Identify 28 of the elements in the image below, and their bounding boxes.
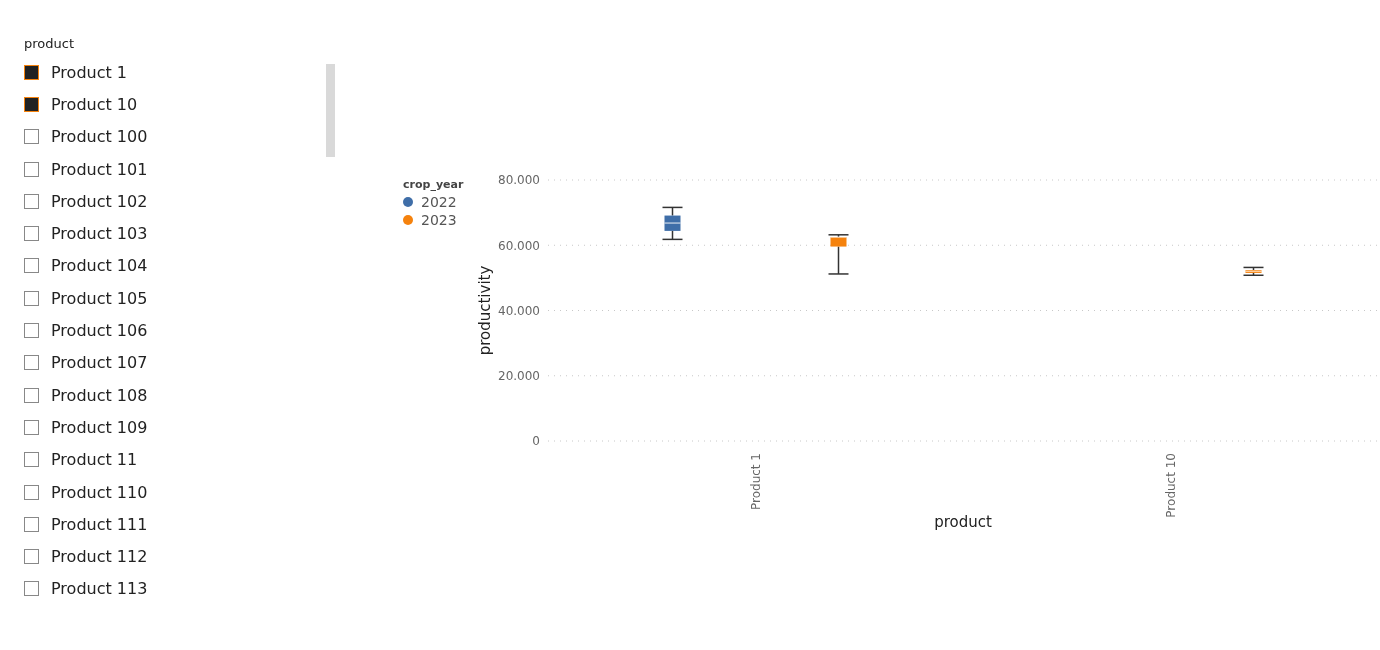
text: Product 108 bbox=[51, 385, 148, 405]
x-axis-title: product bbox=[934, 513, 992, 531]
text: Product 109 bbox=[51, 417, 148, 437]
legend-title: crop_year bbox=[403, 178, 464, 191]
text: Product 113 bbox=[51, 579, 148, 599]
text: Product 107 bbox=[51, 353, 148, 373]
text: Product 100 bbox=[51, 127, 148, 147]
y-tick-label: 0 bbox=[532, 434, 540, 449]
y-axis-title: productivity bbox=[476, 265, 495, 356]
text: Product 101 bbox=[51, 159, 148, 179]
y-tick-label: 80.000 bbox=[498, 173, 540, 188]
text: Product 11 bbox=[51, 450, 138, 470]
text: Product 102 bbox=[51, 191, 148, 211]
y-tick-label: 40.000 bbox=[498, 303, 540, 318]
legend-label: 2023 bbox=[421, 212, 457, 228]
text: Product 104 bbox=[51, 256, 148, 276]
text: Product 1 bbox=[51, 62, 128, 82]
text: Product 105 bbox=[51, 288, 148, 308]
text: Product 106 bbox=[51, 321, 148, 341]
text: Product 10 bbox=[51, 94, 138, 114]
text: product bbox=[24, 36, 75, 53]
text: Product 111 bbox=[51, 514, 148, 534]
text: Product 103 bbox=[51, 224, 148, 244]
text: Product 110 bbox=[51, 482, 148, 502]
text: Product 112 bbox=[51, 547, 148, 567]
y-tick-label: 20.000 bbox=[498, 369, 540, 384]
legend-label: 2022 bbox=[421, 194, 457, 210]
y-tick-label: 60.000 bbox=[498, 238, 540, 253]
